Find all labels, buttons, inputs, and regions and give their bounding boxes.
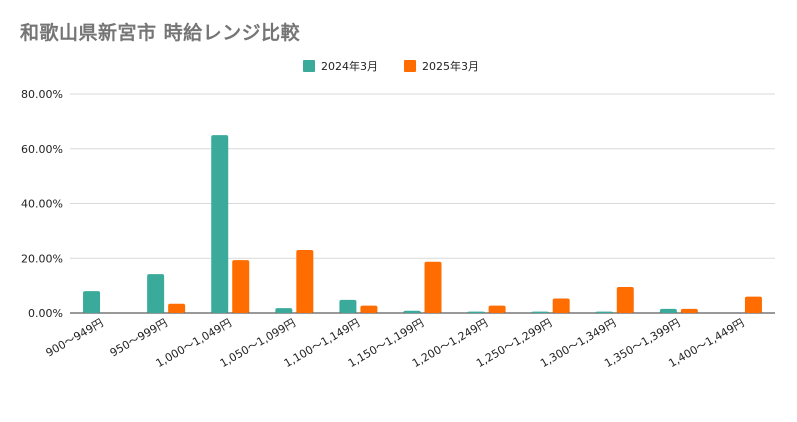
bar-2 bbox=[360, 305, 378, 313]
y-tick-label: 20.00% bbox=[21, 252, 63, 265]
legend-label: 2025年3月 bbox=[422, 59, 479, 73]
bar-1 bbox=[595, 311, 613, 313]
chart-title: 和歌山県新宮市 時給レンジ比較 bbox=[20, 22, 301, 44]
legend-swatch bbox=[303, 60, 315, 72]
bar-1 bbox=[147, 274, 165, 313]
y-tick-label: 0.00% bbox=[28, 307, 63, 320]
bar-2 bbox=[296, 250, 314, 313]
bar-1 bbox=[403, 310, 421, 313]
bar-2 bbox=[168, 303, 186, 313]
bar-1 bbox=[467, 311, 485, 313]
bar-1 bbox=[659, 308, 677, 313]
bar-2 bbox=[488, 305, 506, 313]
x-tick-label: 950～999円 bbox=[108, 316, 170, 359]
bar-2 bbox=[744, 296, 762, 313]
bar-2 bbox=[552, 298, 570, 313]
legend-label: 2024年3月 bbox=[321, 59, 378, 73]
y-tick-label: 80.00% bbox=[21, 88, 63, 101]
bar-2 bbox=[680, 308, 698, 313]
y-tick-label: 60.00% bbox=[21, 143, 63, 156]
bar-1 bbox=[275, 308, 293, 313]
bar-2 bbox=[616, 286, 634, 313]
bar-1 bbox=[339, 299, 357, 313]
bar-2 bbox=[424, 261, 442, 313]
bar-1 bbox=[211, 135, 229, 313]
x-tick-label: 900～949円 bbox=[44, 316, 106, 359]
bar-1 bbox=[531, 311, 549, 313]
bar-2 bbox=[232, 260, 250, 313]
legend-swatch bbox=[404, 60, 416, 72]
y-tick-label: 40.00% bbox=[21, 198, 63, 211]
bar-1 bbox=[83, 291, 101, 313]
